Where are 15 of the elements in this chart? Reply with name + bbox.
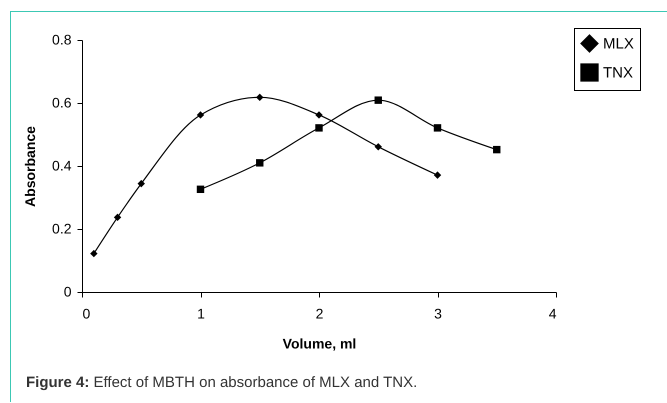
x-tick-label: 4 [548,306,557,322]
y-tick-label: 0.6 [52,94,72,110]
y-axis-title: Absorbance [22,126,38,207]
x-axis-title: Volume, ml [282,336,356,352]
y-tick-label: 0.2 [52,220,72,236]
y-tick-label: 0.8 [52,32,72,48]
x-tick-label: 3 [434,306,442,322]
x-tick-label: 1 [197,306,206,322]
y-tick-label: 0.4 [52,158,72,174]
caption: Figure 4: Effect of MBTH on absorbance of MLX and TNX. [26,374,418,391]
legend-label: MLX [603,36,634,52]
y-tick-label: 0 [64,284,72,300]
x-tick-label: 0 [82,306,90,322]
legend-label: TNX [603,64,633,82]
x-tick-label: 2 [316,306,324,322]
